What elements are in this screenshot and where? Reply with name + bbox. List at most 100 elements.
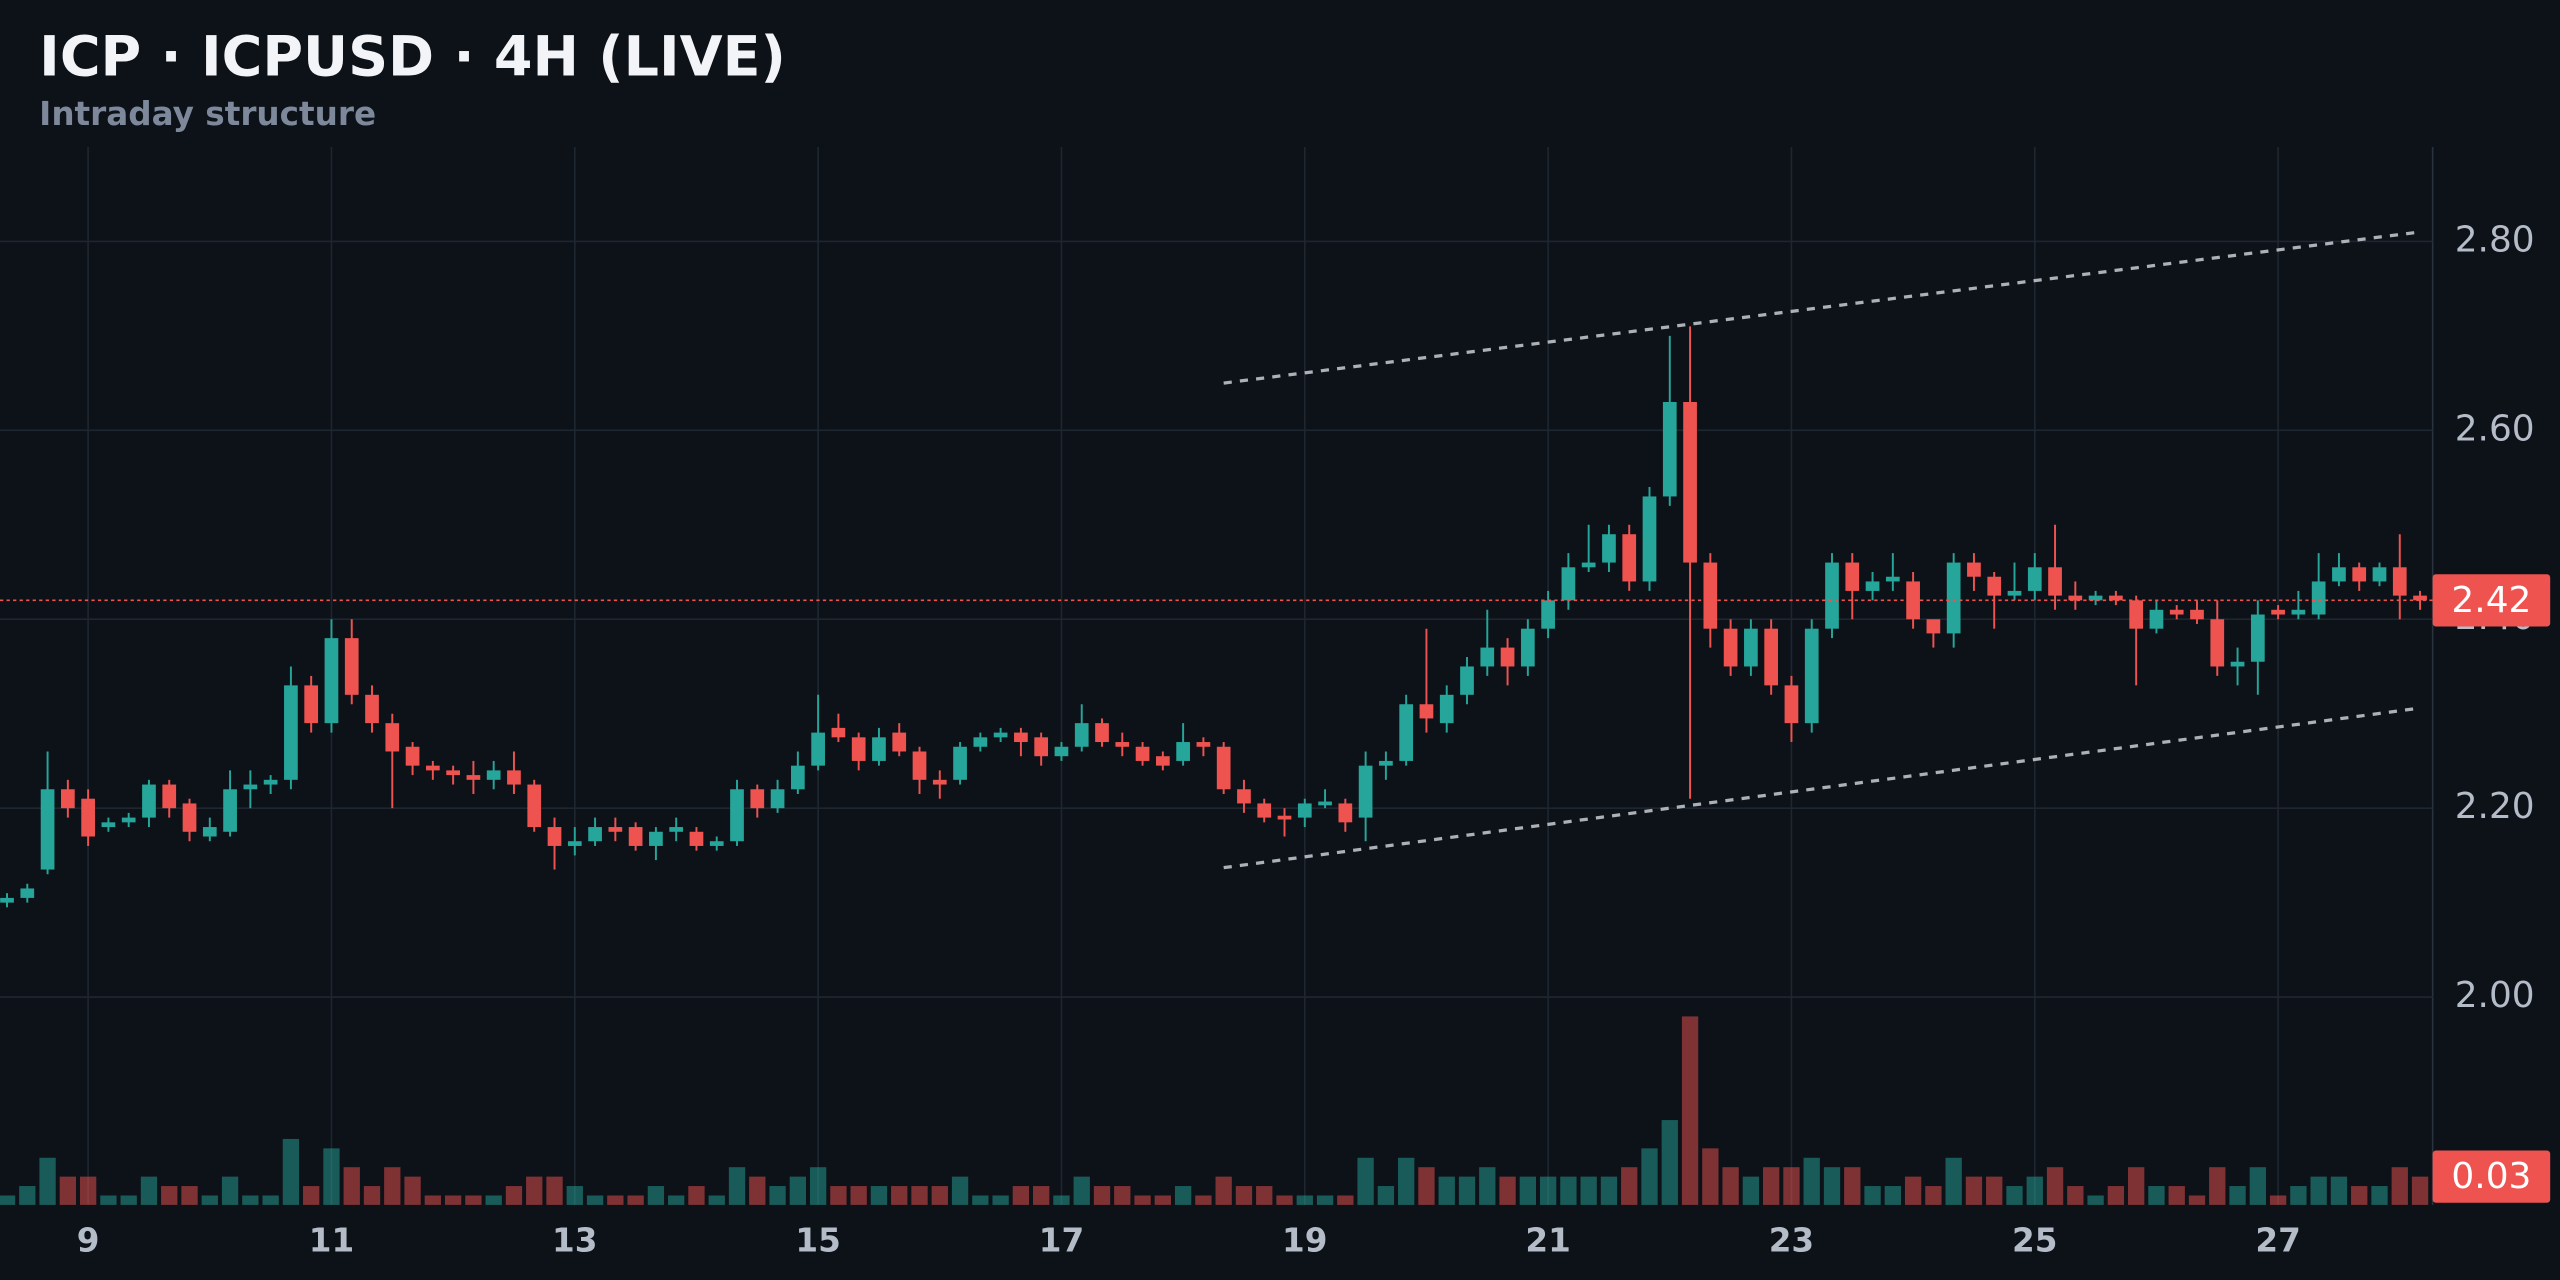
candle-body (892, 732, 907, 752)
candle-body (1176, 742, 1190, 761)
volume-bar (2351, 1186, 2368, 1205)
x-tick-label: 27 (2255, 1221, 2300, 1259)
volume-bar (830, 1186, 847, 1205)
volume-bar (262, 1195, 279, 1205)
candle-body (1662, 401, 1677, 497)
volume-bar (1702, 1148, 1719, 1205)
volume-bar (668, 1195, 685, 1205)
last-volume-box (2432, 1150, 2551, 1203)
volume-bar (2188, 1195, 2206, 1205)
candle-body (790, 765, 805, 790)
candle-body (1135, 746, 1150, 761)
candle-body (1642, 496, 1657, 582)
volume-bar (221, 1176, 239, 1205)
volume-bar (586, 1195, 604, 1205)
volume-bar (1418, 1167, 1435, 1205)
candle-body (2007, 590, 2022, 596)
candle-body (567, 841, 582, 846)
candle-body (162, 784, 177, 809)
volume-bar (1621, 1167, 1638, 1205)
candle-body (344, 638, 359, 695)
candle-body (202, 827, 217, 837)
candle-body (2169, 609, 2184, 615)
volume-bar (323, 1148, 340, 1205)
last-volume-label: 0.03 (2451, 1156, 2531, 1197)
volume-bar (607, 1195, 624, 1205)
candle-body (953, 746, 967, 780)
candle-body (1703, 562, 1718, 629)
x-tick-label: 15 (795, 1221, 840, 1259)
candle-body (2068, 595, 2083, 601)
candle-body (2109, 595, 2123, 601)
candle-body (2149, 609, 2164, 629)
volume-bar (749, 1176, 766, 1205)
volume-bar (1722, 1167, 1739, 1205)
candle-body (2230, 661, 2245, 667)
volume-bar (1661, 1120, 1678, 1205)
volume-bar (1803, 1157, 1820, 1205)
candle-body (1460, 666, 1474, 695)
candle-body (649, 831, 663, 846)
candle-body (831, 727, 846, 738)
volume-bar (2107, 1186, 2125, 1205)
volume-bar (2229, 1186, 2246, 1205)
volume-bar (1235, 1186, 1253, 1205)
volume-bar (809, 1167, 827, 1205)
x-tick-label: 9 (77, 1221, 100, 1259)
volume-bar (100, 1195, 117, 1205)
candle-body (1865, 581, 1880, 591)
candle-body (770, 789, 785, 809)
candle-body (1419, 704, 1434, 719)
volume-bar (2310, 1176, 2327, 1205)
overlays (0, 230, 2433, 870)
volume-bar (1215, 1176, 1232, 1205)
volume-bar (1823, 1167, 1841, 1205)
candle-body (1784, 685, 1799, 724)
trend-line (1223, 230, 2421, 385)
volume-bar (1479, 1167, 1496, 1205)
volume-bar (2249, 1167, 2266, 1205)
candle-body (2332, 567, 2346, 582)
volume-bar (708, 1195, 725, 1205)
y-tick-label: 2.00 (2455, 975, 2535, 1016)
candle-body (1338, 803, 1353, 823)
candle-body (1155, 756, 1170, 766)
volume-bar (972, 1195, 989, 1205)
candle-body (1520, 628, 1535, 667)
volume-bar (1844, 1167, 1861, 1205)
candle-body (1054, 746, 1069, 757)
volume-bar (2411, 1176, 2429, 1205)
volume-bar (1945, 1157, 1962, 1205)
volume-bar (1763, 1167, 1780, 1205)
candle-body (608, 827, 623, 832)
candle-body (1845, 562, 1860, 591)
volume-bar (1012, 1186, 1030, 1205)
candle-body (1074, 723, 1089, 747)
trend-line (1223, 706, 2421, 870)
volume-bar (566, 1186, 583, 1205)
volume-bar (1377, 1186, 1395, 1205)
volume-bar (2209, 1167, 2226, 1205)
candle-body (730, 789, 744, 842)
volume-bar (1580, 1176, 1597, 1205)
candle-body (486, 770, 501, 780)
candle-body (1318, 801, 1332, 806)
candle-body (993, 732, 1008, 738)
volume-bar (1154, 1195, 1172, 1205)
volume-bar (1357, 1157, 1374, 1205)
candle-body (1723, 628, 1738, 667)
candle-body (1358, 765, 1373, 818)
candle-body (1906, 581, 1920, 620)
candle-body (2352, 567, 2367, 582)
axes: 2.002.202.402.602.8091113151719212325272… (77, 219, 2551, 1259)
volume-bar (19, 1186, 36, 1205)
volume-bar (424, 1195, 442, 1205)
y-tick-label: 2.20 (2455, 786, 2535, 827)
volume-bar (161, 1186, 178, 1205)
volume-bar (647, 1186, 665, 1205)
volume-bar (911, 1186, 928, 1205)
volume-bar (465, 1195, 482, 1205)
candle-body (1297, 803, 1312, 818)
candle-body (750, 789, 765, 809)
last-price-box (2432, 574, 2551, 627)
